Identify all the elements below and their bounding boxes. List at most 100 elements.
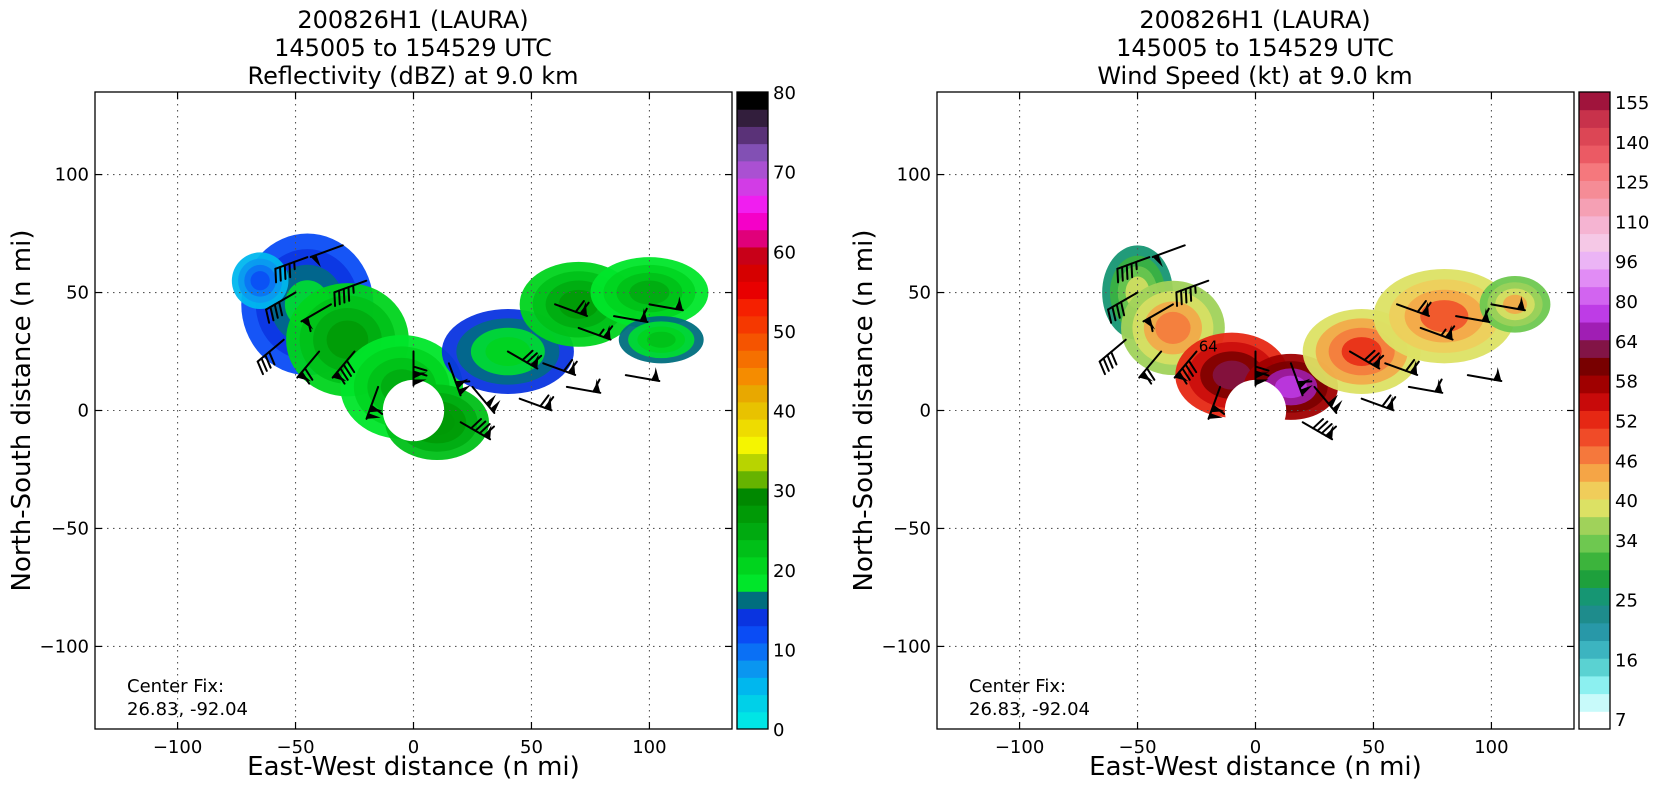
x-tick-label: 0 [1250, 737, 1261, 758]
colorbar-swatch-12 [737, 505, 768, 523]
colorbar-swatch-1 [1579, 693, 1610, 712]
title-line-1: 200826H1 (LAURA) [297, 6, 528, 34]
colorbar-swatch-8 [737, 574, 768, 592]
colorbar-swatch-5 [1579, 622, 1610, 642]
colorbar-swatch-2 [737, 677, 768, 696]
field-blob-2-layer-3 [1212, 360, 1252, 390]
colorbar-swatch-34 [737, 126, 768, 145]
y-tick-label: 50 [66, 283, 89, 304]
colorbar-swatch-0 [1579, 711, 1610, 730]
colorbar-swatch-12 [1579, 498, 1610, 518]
wind-barb-14 [1384, 358, 1420, 376]
x-tick-label: 50 [1362, 737, 1385, 758]
wind-barb-8 [365, 385, 384, 420]
wind-barbs [1098, 244, 1526, 441]
colorbar-swatch-21 [737, 350, 768, 368]
colorbar-swatch-25 [1579, 268, 1610, 288]
colorbar-tick-label: 7 [1615, 710, 1626, 731]
colorbar-tick-label: 155 [1615, 93, 1649, 114]
colorbar-tick-label: 25 [1615, 591, 1638, 612]
colorbar-swatch-31 [1579, 162, 1610, 181]
colorbar-swatch-20 [737, 367, 768, 386]
wind-barb-19 [518, 394, 555, 412]
wind-barb-6 [1138, 350, 1163, 385]
colorbar-tick-label: 80 [773, 83, 796, 104]
colorbar-swatch-22 [737, 333, 768, 351]
wind-barb-4 [333, 279, 368, 307]
colorbar-tick-label: 20 [773, 561, 796, 582]
y-tick-label: −50 [893, 518, 931, 539]
data-field [1102, 245, 1551, 442]
colorbar-tick-label: 46 [1615, 451, 1638, 472]
colorbar-swatch-33 [1579, 127, 1610, 146]
y-tick-label: −100 [40, 636, 89, 657]
center-fix-line-1: Center Fix: [127, 676, 224, 697]
x-tick-label: 100 [1474, 737, 1508, 758]
field-blob-7-layer-3 [646, 331, 676, 348]
colorbar-swatch-36 [737, 92, 768, 110]
colorbar-swatch-10 [1579, 534, 1610, 553]
colorbar-tick-label: 64 [1615, 332, 1638, 353]
colorbar-swatch-4 [1579, 640, 1610, 659]
y-tick-label: 0 [920, 401, 931, 422]
colorbar-swatch-23 [737, 315, 768, 334]
wind-barb-13 [506, 349, 543, 370]
colorbar-swatch-13 [1579, 481, 1610, 500]
colorbar-swatch-14 [737, 470, 768, 489]
x-tick-label: 100 [632, 737, 666, 758]
wind-barb-18 [554, 300, 590, 317]
center-fix-line-2: 26.83, -92.04 [127, 699, 248, 720]
colorbar-swatch-21 [1579, 339, 1610, 358]
y-tick-label: −50 [51, 518, 89, 539]
wind-barb-5 [256, 338, 285, 376]
colorbar-swatch-32 [737, 160, 768, 179]
colorbar-swatch-26 [1579, 251, 1610, 270]
colorbar-swatch-24 [737, 298, 768, 317]
contour-label: 64 [1199, 338, 1218, 356]
colorbar: 7 16 25 34 40 46 52 58 64 80 96 110 125 140 155 [1578, 91, 1649, 731]
colorbar-swatch-29 [1579, 198, 1610, 217]
colorbar-swatch-3 [737, 660, 768, 678]
colorbar-tick-label: 70 [773, 163, 796, 184]
x-tick-label: −50 [1119, 737, 1157, 758]
colorbar-tick-label: 80 [1615, 292, 1638, 313]
colorbar-swatch-18 [737, 401, 768, 420]
colorbar-tick-label: 110 [1615, 212, 1649, 233]
y-tick-label: −100 [882, 636, 931, 657]
colorbar-swatch-11 [1579, 516, 1610, 535]
colorbar-tick-label: 52 [1615, 411, 1638, 432]
x-tick-label: 50 [520, 737, 543, 758]
wind-barb-18 [1396, 300, 1432, 317]
y-tick-label: 100 [55, 165, 89, 186]
colorbar-swatch-7 [1579, 587, 1610, 606]
colorbar-swatch-28 [737, 229, 768, 248]
colorbar-swatch-19 [737, 384, 768, 403]
wind-barb-19 [1360, 394, 1397, 412]
colorbar-swatch-24 [1579, 286, 1610, 305]
wind-barb-20 [1407, 378, 1444, 394]
wind-barb-9 [412, 350, 428, 387]
x-axis-label: East-West distance (n mi) [247, 752, 580, 782]
colorbar-swatch-35 [1579, 92, 1610, 111]
wind-barb-15 [577, 325, 614, 341]
wind-barb-7 [331, 350, 356, 385]
colorbar-tick-label: 30 [773, 481, 796, 502]
title-line-1: 200826H1 (LAURA) [1139, 6, 1370, 34]
colorbar-swatch-29 [737, 212, 768, 231]
colorbar-swatch-31 [737, 178, 768, 196]
title-line-3: Wind Speed (kt) at 9.0 km [1097, 62, 1412, 90]
colorbar-swatch-19 [1579, 375, 1610, 394]
field-blob-1-layer-3 [1155, 311, 1191, 344]
wind-barb-3 [300, 303, 332, 333]
reflectivity-panel: 200826H1 (LAURA)145005 to 154529 UTCRefl… [7, 6, 796, 782]
wind-barb-12 [459, 418, 496, 441]
data-field [231, 233, 709, 461]
wind-barb-16 [1455, 307, 1491, 324]
colorbar-tick-label: 60 [773, 242, 796, 263]
colorbar-tick-label: 50 [773, 322, 796, 343]
colorbar-tick-label: 16 [1615, 650, 1638, 671]
wind-barbs [256, 244, 684, 441]
x-tick-label: −50 [277, 737, 315, 758]
colorbar-swatch-16 [737, 436, 768, 455]
colorbar-swatch-2 [1579, 675, 1610, 695]
